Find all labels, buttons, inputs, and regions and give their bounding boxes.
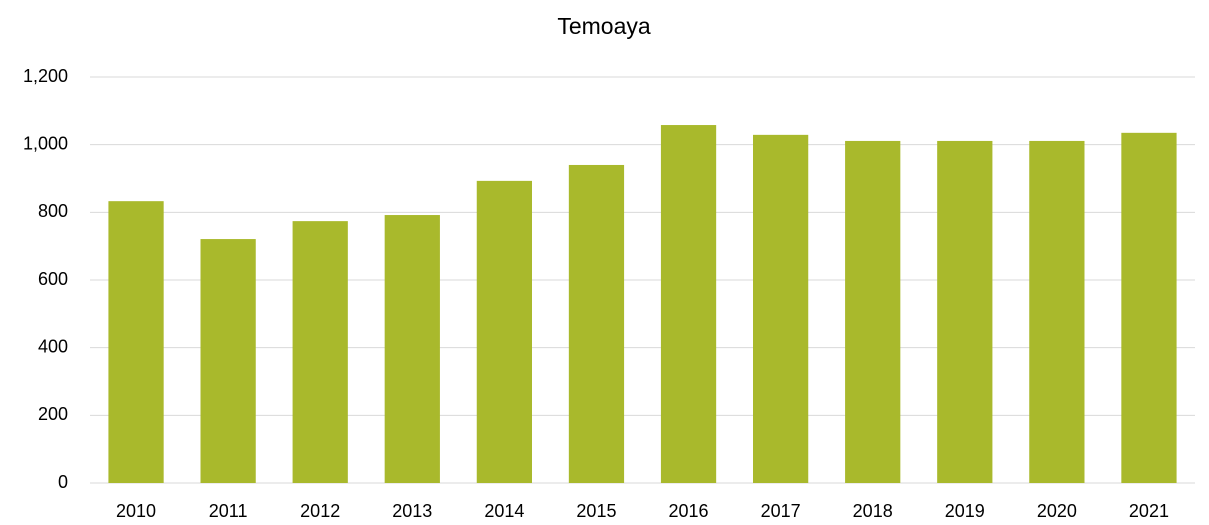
x-tick-label: 2014 — [484, 501, 524, 521]
bar — [1121, 132, 1177, 483]
bar — [292, 221, 348, 483]
y-tick-label: 1,200 — [23, 66, 68, 86]
x-tick-label: 2019 — [945, 501, 985, 521]
y-tick-label: 1,000 — [23, 133, 68, 153]
x-tick-label: 2013 — [392, 501, 432, 521]
bar — [200, 239, 256, 483]
x-tick-label: 2016 — [669, 501, 709, 521]
bar — [568, 164, 625, 483]
bar — [108, 201, 164, 483]
y-tick-label: 0 — [58, 472, 68, 492]
y-tick-label: 600 — [38, 269, 68, 289]
x-tick-label: 2021 — [1129, 501, 1169, 521]
chart-title: Temoaya — [557, 13, 651, 39]
x-tick-label: 2015 — [576, 501, 616, 521]
x-tick-label: 2011 — [209, 501, 248, 521]
x-tick-label: 2017 — [761, 501, 801, 521]
bar — [660, 125, 717, 483]
bar — [753, 134, 809, 484]
bar — [384, 215, 440, 484]
x-tick-label: 2018 — [853, 501, 893, 521]
bar — [1029, 140, 1085, 483]
y-tick-label: 200 — [38, 404, 68, 424]
bar — [937, 140, 993, 483]
x-tick-label: 2012 — [300, 501, 340, 521]
bar — [476, 180, 532, 483]
x-tick-label: 2020 — [1037, 501, 1077, 521]
y-tick-label: 800 — [38, 201, 68, 221]
bar — [845, 140, 901, 483]
y-tick-label: 400 — [38, 336, 68, 356]
x-tick-label: 2010 — [116, 501, 156, 521]
